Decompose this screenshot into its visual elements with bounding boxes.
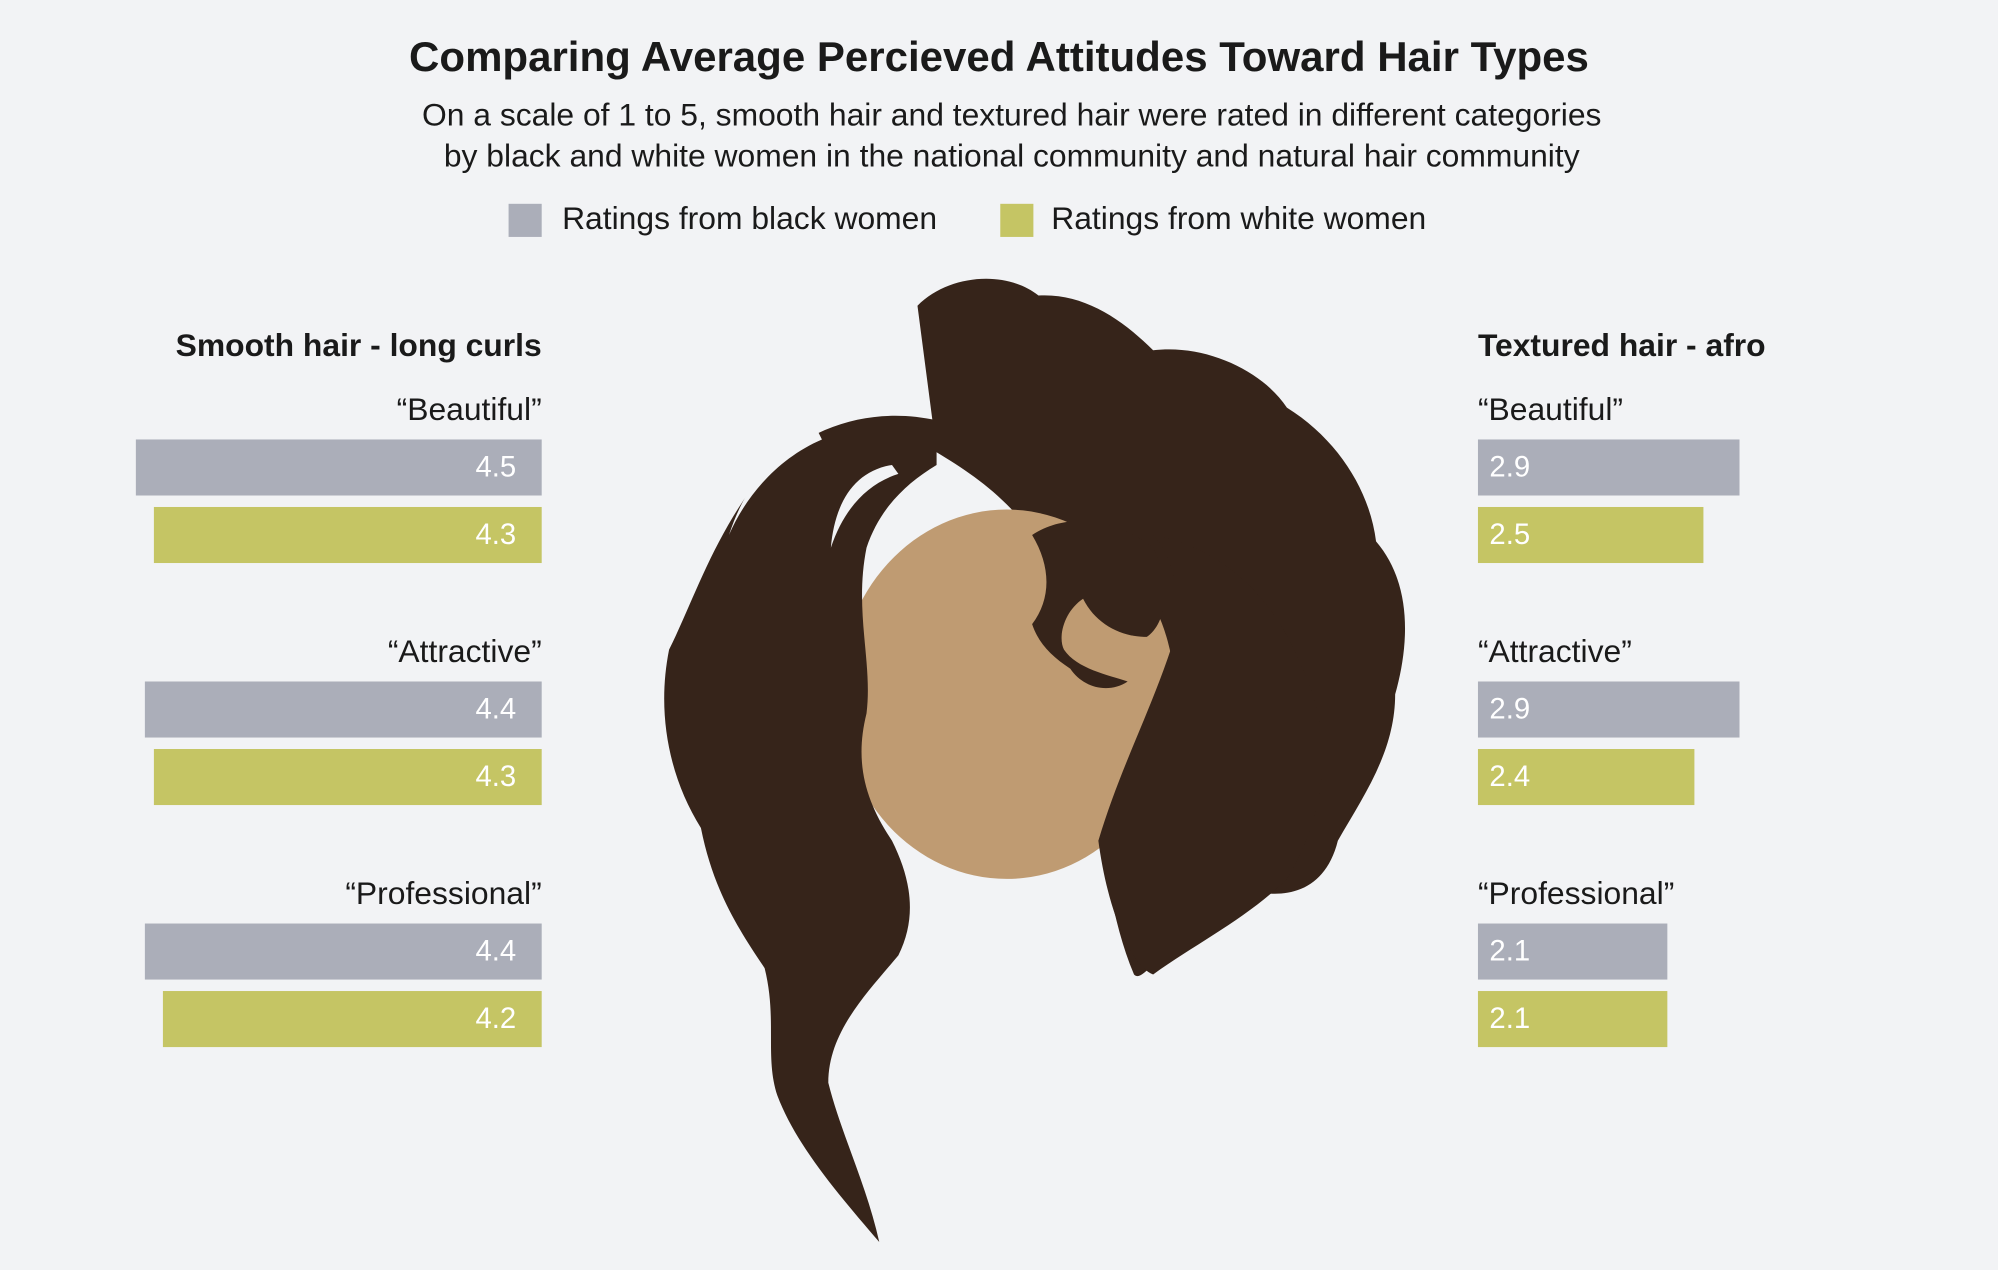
bar <box>153 749 542 806</box>
bar <box>1477 506 1704 564</box>
category-label: “Beautiful” <box>1478 391 1623 427</box>
value-label: 4.5 <box>476 451 517 484</box>
bar <box>1477 749 1695 806</box>
bar <box>1477 923 1668 980</box>
category-label: “Professional” <box>1478 875 1674 911</box>
bar <box>1477 439 1740 496</box>
subtitle: by black and white women in the national… <box>444 137 1580 173</box>
bar <box>162 991 542 1048</box>
value-label: 4.2 <box>476 1002 517 1035</box>
value-label: 2.4 <box>1489 760 1530 793</box>
category-label: “Attractive” <box>1478 633 1632 669</box>
legend-swatch <box>1000 203 1034 237</box>
panel-title: Smooth hair - long curls <box>176 327 542 363</box>
value-label: 2.9 <box>1489 451 1530 484</box>
bar <box>153 506 542 564</box>
value-label: 4.4 <box>476 935 517 968</box>
subtitle: On a scale of 1 to 5, smooth hair and te… <box>422 97 1602 133</box>
category-label: “Beautiful” <box>397 391 542 427</box>
panel-title: Textured hair - afro <box>1478 327 1766 363</box>
legend-label: Ratings from black women <box>562 200 937 236</box>
value-label: 4.4 <box>476 693 517 726</box>
legend-label: Ratings from white women <box>1051 200 1426 236</box>
bar <box>1477 991 1668 1048</box>
bar <box>144 681 542 738</box>
legend-swatch <box>508 203 542 237</box>
value-label: 2.5 <box>1489 518 1530 551</box>
chart-title: Comparing Average Percieved Attitudes To… <box>409 33 1589 80</box>
value-label: 2.1 <box>1489 1002 1530 1035</box>
bar <box>144 923 542 980</box>
value-label: 2.1 <box>1489 935 1530 968</box>
category-label: “Professional” <box>345 875 541 911</box>
bar <box>1477 681 1740 738</box>
value-label: 2.9 <box>1489 693 1530 726</box>
category-label: “Attractive” <box>388 633 542 669</box>
bar <box>135 439 542 496</box>
hair-illustration <box>664 278 1406 1242</box>
value-label: 4.3 <box>476 760 517 793</box>
value-label: 4.3 <box>476 518 517 551</box>
